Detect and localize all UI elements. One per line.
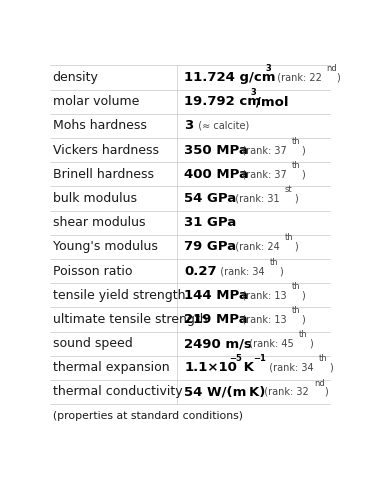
Text: 1.1×10: 1.1×10 xyxy=(184,361,237,374)
Text: nd: nd xyxy=(326,64,337,73)
Text: −5: −5 xyxy=(229,354,242,363)
Text: Mohs hardness: Mohs hardness xyxy=(53,120,147,132)
Text: 54 W/(m K): 54 W/(m K) xyxy=(184,385,266,399)
Text: 2490 m/s: 2490 m/s xyxy=(184,337,252,350)
Text: (rank: 13: (rank: 13 xyxy=(236,315,287,325)
Text: Young's modulus: Young's modulus xyxy=(53,240,158,253)
Text: ): ) xyxy=(302,290,305,300)
Text: 3: 3 xyxy=(184,120,194,132)
Text: (rank: 22: (rank: 22 xyxy=(271,73,322,83)
Text: 350 MPa: 350 MPa xyxy=(184,143,248,157)
Text: Poisson ratio: Poisson ratio xyxy=(53,264,132,278)
Text: ): ) xyxy=(336,73,340,83)
Text: ): ) xyxy=(329,363,333,373)
Text: th: th xyxy=(292,306,301,315)
Text: (properties at standard conditions): (properties at standard conditions) xyxy=(53,411,243,421)
Text: 79 GPa: 79 GPa xyxy=(184,240,236,253)
Text: tensile yield strength: tensile yield strength xyxy=(53,289,185,302)
Text: 219 MPa: 219 MPa xyxy=(184,313,248,326)
Text: 3: 3 xyxy=(251,88,257,98)
Text: K: K xyxy=(239,361,254,374)
Text: (rank: 37: (rank: 37 xyxy=(236,145,287,155)
Text: th: th xyxy=(299,330,308,339)
Text: (rank: 24: (rank: 24 xyxy=(229,242,279,252)
Text: ): ) xyxy=(324,387,328,397)
Text: ): ) xyxy=(302,169,305,179)
Text: ): ) xyxy=(294,194,298,204)
Text: th: th xyxy=(292,282,301,291)
Text: ): ) xyxy=(294,242,298,252)
Text: th: th xyxy=(292,161,301,170)
Text: Vickers hardness: Vickers hardness xyxy=(53,143,159,157)
Text: (rank: 13: (rank: 13 xyxy=(236,290,287,300)
Text: st: st xyxy=(284,185,292,194)
Text: −1: −1 xyxy=(253,354,266,363)
Text: 400 MPa: 400 MPa xyxy=(184,168,249,181)
Text: (rank: 45: (rank: 45 xyxy=(243,338,294,348)
Text: ): ) xyxy=(309,338,313,348)
Text: ultimate tensile strength: ultimate tensile strength xyxy=(53,313,207,326)
Text: thermal expansion: thermal expansion xyxy=(53,361,169,374)
Text: 11.724 g/cm: 11.724 g/cm xyxy=(184,71,276,84)
Text: shear modulus: shear modulus xyxy=(53,216,145,229)
Text: (rank: 31: (rank: 31 xyxy=(229,194,279,204)
Text: bulk modulus: bulk modulus xyxy=(53,192,137,205)
Text: th: th xyxy=(270,258,278,267)
Text: 31 GPa: 31 GPa xyxy=(184,216,237,229)
Text: 144 MPa: 144 MPa xyxy=(184,289,248,302)
Text: ): ) xyxy=(280,266,283,276)
Text: 19.792 cm: 19.792 cm xyxy=(184,95,262,108)
Text: (rank: 34: (rank: 34 xyxy=(214,266,265,276)
Text: th: th xyxy=(319,354,328,363)
Text: Brinell hardness: Brinell hardness xyxy=(53,168,154,181)
Text: sound speed: sound speed xyxy=(53,337,132,350)
Text: ): ) xyxy=(302,145,305,155)
Text: molar volume: molar volume xyxy=(53,95,139,108)
Text: (rank: 32: (rank: 32 xyxy=(258,387,309,397)
Text: thermal conductivity: thermal conductivity xyxy=(53,385,182,399)
Text: nd: nd xyxy=(314,379,325,388)
Text: 0.27: 0.27 xyxy=(184,264,217,278)
Text: (rank: 37: (rank: 37 xyxy=(236,169,287,179)
Text: /mol: /mol xyxy=(256,95,288,108)
Text: (≈ calcite): (≈ calcite) xyxy=(192,121,249,131)
Text: ): ) xyxy=(302,315,305,325)
Text: 3: 3 xyxy=(266,64,272,73)
Text: 54 GPa: 54 GPa xyxy=(184,192,237,205)
Text: density: density xyxy=(53,71,99,84)
Text: th: th xyxy=(284,233,293,242)
Text: th: th xyxy=(292,137,301,146)
Text: (rank: 34: (rank: 34 xyxy=(263,363,314,373)
